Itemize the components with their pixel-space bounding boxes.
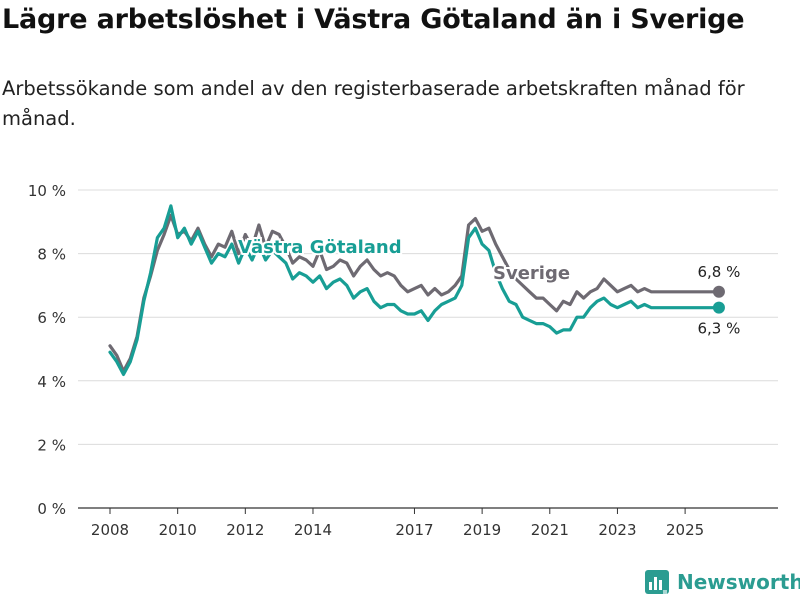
- newsworthy-logo-icon: [645, 570, 669, 594]
- brand-logo[interactable]: Newsworthy: [645, 570, 800, 594]
- x-tick-label: 2023: [598, 521, 636, 539]
- chart-title: Lägre arbetslöshet i Västra Götaland än …: [2, 4, 745, 35]
- end-label-sverige: 6,8 %: [697, 263, 740, 281]
- y-tick-label: 8 %: [37, 246, 66, 264]
- end-point-vastra-gotaland: [712, 301, 725, 314]
- x-axis: 2008 2010 2012 2014 2017 2019 2021 2023 2025: [91, 508, 704, 539]
- end-point-sverige: [712, 285, 725, 298]
- x-tick-label: 2021: [531, 521, 569, 539]
- y-tick-label: 4 %: [37, 373, 66, 391]
- y-tick-label: 10 %: [28, 182, 66, 200]
- series-group: [108, 204, 725, 376]
- x-tick-label: 2014: [294, 521, 332, 539]
- x-tick-label: 2019: [463, 521, 501, 539]
- series-label-sverige: Sverige: [493, 263, 570, 284]
- x-tick-label: 2010: [159, 521, 197, 539]
- series-labels: Sverige Västra Götaland 6,8 % 6,3 %: [236, 235, 740, 338]
- grid-lines: [78, 189, 778, 509]
- brand-name: Newsworthy: [677, 570, 800, 594]
- x-tick-label: 2008: [91, 521, 129, 539]
- y-tick-label: 6 %: [37, 309, 66, 327]
- series-line-vastra-gotaland: [108, 204, 721, 376]
- y-tick-label: 0 %: [37, 500, 66, 518]
- series-line-sverige: [108, 213, 721, 373]
- y-tick-label: 2 %: [37, 436, 66, 454]
- x-tick-label: 2012: [226, 521, 264, 539]
- chart-subtitle: Arbetssökande som andel av den registerb…: [2, 77, 745, 130]
- x-tick-label: 2017: [395, 521, 433, 539]
- series-label-vastra-gotaland: Västra Götaland: [238, 237, 402, 258]
- x-tick-label: 2025: [666, 521, 704, 539]
- end-label-vastra-gotaland: 6,3 %: [697, 320, 740, 338]
- y-axis: 0 % 2 % 4 % 6 % 8 % 10 %: [28, 182, 66, 518]
